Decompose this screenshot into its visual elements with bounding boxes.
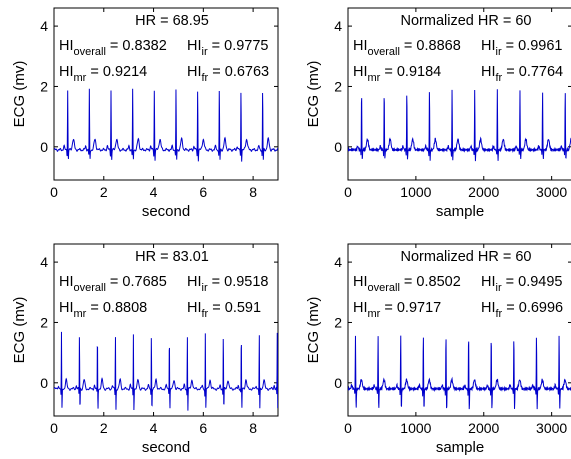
axes-box <box>53 243 279 417</box>
hi-ir-annotation: HIir = 0.9518 <box>187 274 268 294</box>
x-tick-label: 4 <box>150 184 158 200</box>
x-tick-label: 3000 <box>536 184 567 200</box>
ecg-panel-4: 0 1000 2000 3000 0 2 4 sample ECG (mv) Normalized… <box>305 243 571 456</box>
ecg-panel-2: 0 1000 2000 3000 0 2 4 sample ECG (mv) Normalized… <box>305 7 571 220</box>
y-tick-label: 4 <box>40 254 48 270</box>
x-tick-label: 2 <box>100 184 108 200</box>
y-tick-label: 2 <box>40 78 48 94</box>
x-tick-label: 6 <box>199 184 207 200</box>
ecg-trace-line <box>348 89 571 162</box>
hi-overall-annotation: HIoverall = 0.8502 <box>353 274 461 294</box>
y-tick-label: 0 <box>40 375 48 391</box>
x-tick-label: 2 <box>100 420 108 436</box>
y-axis-label: ECG (mv) <box>305 297 322 364</box>
ecg-trace-line <box>54 331 278 411</box>
x-tick-label: 0 <box>50 184 58 200</box>
x-tick-label: 3000 <box>536 420 567 436</box>
axes-box <box>53 7 279 181</box>
hi-overall-annotation: HIoverall = 0.8868 <box>353 38 461 58</box>
x-axis-label: second <box>142 439 190 456</box>
hi-mr-annotation: HImr = 0.9214 <box>59 64 147 84</box>
x-tick-label: 2000 <box>468 184 499 200</box>
hr-annotation: Normalized HR = 60 <box>401 13 532 29</box>
hi-mr-annotation: HImr = 0.8808 <box>59 300 147 320</box>
y-tick-label: 2 <box>40 314 48 330</box>
x-tick-label: 8 <box>249 420 257 436</box>
y-tick-label: 0 <box>334 139 342 155</box>
hr-annotation: Normalized HR = 60 <box>401 249 532 265</box>
hi-overall-annotation: HIoverall = 0.7685 <box>59 274 167 294</box>
ecg-trace-line <box>348 335 571 410</box>
x-axis-label: sample <box>436 203 484 220</box>
y-axis-label: ECG (mv) <box>11 61 28 128</box>
x-tick-label: 1000 <box>400 184 431 200</box>
hi-mr-annotation: HImr = 0.9717 <box>353 300 441 320</box>
hi-mr-annotation: HImr = 0.9184 <box>353 64 441 84</box>
hi-ir-annotation: HIir = 0.9775 <box>187 38 268 58</box>
x-tick-label: 0 <box>344 184 352 200</box>
hi-fr-annotation: HIfr = 0.6996 <box>481 300 563 320</box>
y-tick-label: 2 <box>334 78 342 94</box>
hi-fr-annotation: HIfr = 0.591 <box>187 300 261 320</box>
hr-annotation: HR = 68.95 <box>135 13 209 29</box>
x-axis-label: sample <box>436 439 484 456</box>
y-axis-label: ECG (mv) <box>305 61 322 128</box>
x-tick-label: 0 <box>344 420 352 436</box>
y-tick-label: 4 <box>334 18 342 34</box>
hi-fr-annotation: HIfr = 0.6763 <box>187 64 269 84</box>
y-tick-label: 0 <box>40 139 48 155</box>
hr-annotation: HR = 83.01 <box>135 249 209 265</box>
axes-box <box>347 7 571 181</box>
x-tick-label: 4 <box>150 420 158 436</box>
hi-ir-annotation: HIir = 0.9961 <box>481 38 562 58</box>
hi-overall-annotation: HIoverall = 0.8382 <box>59 38 167 58</box>
x-tick-label: 8 <box>249 184 257 200</box>
y-tick-label: 2 <box>334 314 342 330</box>
hi-fr-annotation: HIfr = 0.7764 <box>481 64 563 84</box>
hi-ir-annotation: HIir = 0.9495 <box>481 274 562 294</box>
ecg-panel-3: 0 2 4 6 8 0 2 4 second ECG (mv) HR = 83.01 HIoveral… <box>11 243 279 456</box>
x-axis-label: second <box>142 203 190 220</box>
ecg-trace-line <box>54 88 278 162</box>
y-axis-label: ECG (mv) <box>11 297 28 364</box>
y-tick-label: 4 <box>334 254 342 270</box>
y-tick-label: 0 <box>334 375 342 391</box>
x-tick-label: 1000 <box>400 420 431 436</box>
x-tick-label: 6 <box>199 420 207 436</box>
x-tick-label: 0 <box>50 420 58 436</box>
ecg-panel-1: 0 2 4 6 8 0 2 4 second ECG (mv) HR = 68.95 HIoveral… <box>11 7 279 220</box>
x-tick-label: 2000 <box>468 420 499 436</box>
y-tick-label: 4 <box>40 18 48 34</box>
